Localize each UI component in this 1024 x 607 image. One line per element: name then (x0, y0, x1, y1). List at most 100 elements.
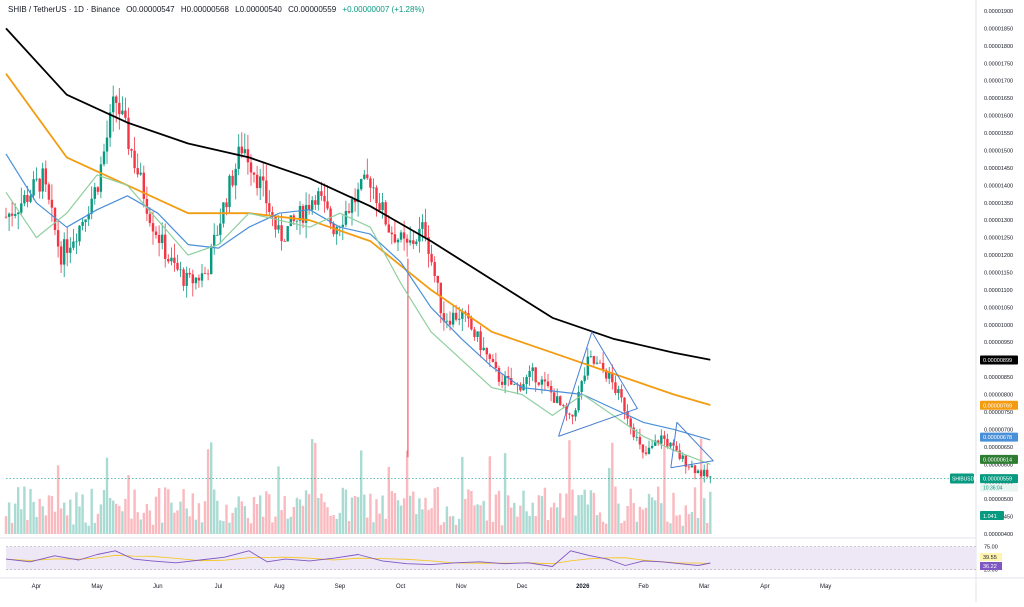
candle-body (63, 239, 66, 265)
candle-body (525, 377, 528, 385)
candle-body (479, 331, 482, 351)
candle-body (301, 206, 305, 223)
candle-body (571, 414, 574, 417)
candle-body (503, 376, 507, 385)
candle-body (157, 235, 161, 243)
volume-bar (650, 497, 654, 534)
volume-bar (412, 491, 415, 534)
candle-body (647, 447, 651, 454)
candle-body (259, 176, 262, 189)
volume-bar (654, 500, 657, 534)
candle-body (510, 378, 513, 385)
candle-body (396, 239, 400, 243)
candle-body (574, 410, 577, 417)
volume-bar (185, 508, 188, 534)
rsi-ma-badge (980, 553, 1002, 561)
candle-body (99, 164, 103, 192)
volume-bar (482, 500, 485, 534)
volume-bar (586, 504, 589, 534)
volume-bar (280, 510, 283, 534)
candle-body (341, 224, 344, 227)
volume-bar (675, 515, 678, 534)
candle-body (191, 274, 194, 284)
candle-body (326, 201, 329, 209)
volume-bar (75, 492, 78, 534)
symbol-badge-label: SHIBUSDT (952, 477, 977, 483)
volume-bar (222, 521, 225, 534)
candle-body (601, 363, 605, 371)
volume-bar (304, 490, 308, 534)
volume-bar (390, 491, 393, 534)
candle-body (546, 381, 550, 386)
candle-body (693, 465, 697, 474)
x-tick-label: Oct (396, 584, 406, 590)
countdown-badge (980, 483, 1018, 492)
y-tick-label: 0.00001650 (984, 96, 1013, 102)
candle-body (246, 149, 250, 163)
volume-bar (442, 522, 446, 534)
candle-body (133, 150, 136, 169)
candle-body (234, 168, 237, 186)
volume-bar (601, 521, 605, 534)
y-tick-label: 0.00001550 (984, 131, 1013, 137)
candle-body (540, 379, 544, 385)
candle-body (549, 386, 553, 393)
volume-bar (409, 495, 412, 534)
candle-body (23, 195, 26, 204)
candle-body (225, 202, 228, 208)
volume-bar (237, 496, 240, 534)
volume-bar (393, 493, 397, 534)
volume-bar (608, 468, 611, 534)
volume-bar (571, 489, 574, 534)
candle-body (709, 476, 712, 478)
volume-bar (424, 497, 427, 534)
chart-header: SHIB / TetherUS · 1D · Binance O0.000005… (8, 5, 428, 14)
volume-bar (124, 498, 127, 534)
candle-body (108, 112, 112, 138)
volume-badge-label: 1.041 (983, 514, 997, 520)
close-value: C0.00000559 (288, 5, 337, 14)
candle-body (556, 396, 559, 403)
volume-bar (154, 496, 158, 534)
candle-body (632, 427, 635, 438)
y-tick-label: 0.00001700 (984, 79, 1013, 85)
volume-bar (473, 505, 476, 534)
volume-bar (454, 524, 458, 534)
rsi-badge (980, 562, 1002, 570)
volume-bar (418, 498, 421, 534)
y-tick-label: 0.00001400 (984, 183, 1013, 189)
candle-body (38, 178, 41, 192)
volume-bar (338, 512, 341, 534)
candle-body (608, 372, 611, 379)
y-tick-label: 0.00000600 (984, 462, 1013, 468)
volume-bar (629, 488, 632, 534)
x-tick-label: Feb (638, 584, 649, 590)
volume-bar (317, 497, 320, 534)
candle-body (663, 435, 666, 439)
volume-bar (167, 489, 170, 534)
open-value: O0.00000547 (126, 5, 175, 14)
candle-body (17, 212, 20, 215)
candle-body (430, 253, 433, 263)
volume-bar (307, 494, 311, 534)
candle-body (78, 225, 81, 242)
rsi-level-label: 25.00 (984, 568, 998, 574)
rsi-band (6, 546, 976, 570)
volume-bar (605, 523, 608, 534)
volume-bar (632, 502, 635, 534)
candle-body (531, 367, 534, 371)
candle-body (464, 311, 467, 314)
price-badge (980, 454, 1018, 464)
candle-body (136, 168, 139, 175)
candle-body (552, 392, 556, 403)
candle-body (179, 269, 182, 271)
candle-body (421, 222, 424, 229)
candle-body (161, 234, 164, 243)
volume-bar (626, 506, 629, 534)
candle-body (696, 470, 700, 474)
volume-bar (433, 488, 436, 534)
volume-bar (206, 449, 210, 534)
candle-body (249, 162, 253, 173)
